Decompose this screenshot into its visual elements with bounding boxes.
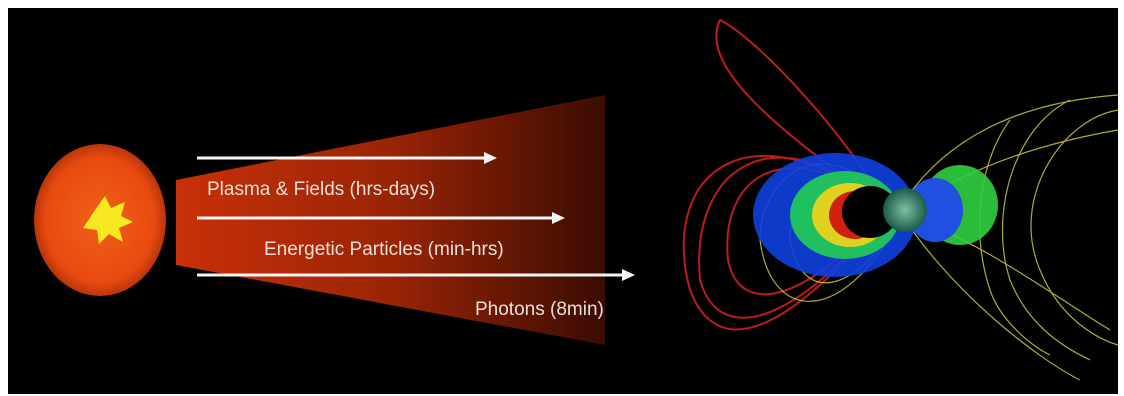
arrow-label: Energetic Particles (min-hrs) [264, 239, 504, 260]
diagram: Plasma & Fields (hrs-days) Energetic Par… [0, 0, 1124, 396]
arrow-label: Photons (8min) [475, 299, 604, 320]
earth [883, 188, 927, 232]
arrow-label: Plasma & Fields (hrs-days) [207, 179, 435, 200]
page: Plasma & Fields (hrs-days) Energetic Par… [0, 0, 1124, 396]
